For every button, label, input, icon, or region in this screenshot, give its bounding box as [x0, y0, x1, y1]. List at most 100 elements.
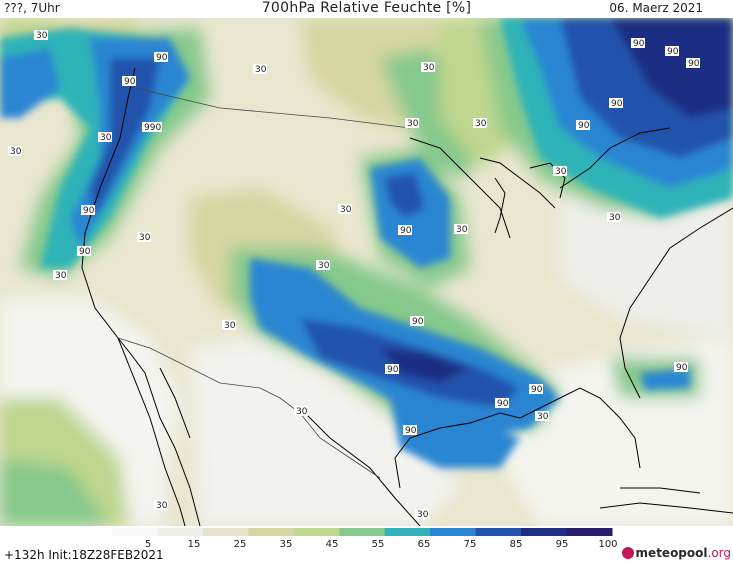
colorbar-swatch [430, 528, 477, 536]
contour-label: 90 [77, 246, 91, 257]
colorbar-tick-label: 25 [234, 539, 247, 548]
contour-label: 30 [8, 146, 22, 157]
svg-text:30: 30 [100, 133, 112, 143]
svg-text:90: 90 [667, 47, 679, 57]
svg-text:90: 90 [387, 365, 399, 375]
svg-text:90: 90 [124, 77, 136, 87]
brand-tld: .org [707, 546, 732, 560]
colorbar-swatch [384, 528, 431, 536]
contour-label: 30 [535, 411, 549, 422]
svg-text:30: 30 [139, 233, 151, 243]
contour-label: 90 [576, 120, 590, 131]
colorbar-swatch [475, 528, 522, 536]
contour-label: 90 [631, 38, 645, 49]
humidity-map: 30 90 30 90 30 30 30 90 90 90 30 30 90 9… [0, 18, 733, 526]
init-label: +132h Init:18Z28FEB2021 [4, 548, 164, 562]
svg-text:30: 30 [10, 147, 22, 157]
contour-label: 30 [294, 406, 308, 417]
svg-text:90: 90 [497, 399, 509, 409]
contour-label: 90 [674, 362, 688, 373]
contour-label: 30 [607, 212, 621, 223]
svg-text:30: 30 [296, 407, 308, 417]
svg-text:90: 90 [611, 99, 623, 109]
run-time-label: ???, 7Uhr [4, 1, 60, 15]
contour-label: 90 [686, 58, 700, 69]
contour-label: 30 [454, 224, 468, 235]
svg-text:90: 90 [83, 206, 95, 216]
svg-text:30: 30 [156, 501, 168, 511]
colorbar: 5 15 25 35 45 55 65 75 85 95 100 [112, 528, 618, 548]
svg-text:30: 30 [255, 65, 267, 75]
svg-text:30: 30 [475, 119, 487, 129]
svg-text:30: 30 [537, 412, 549, 422]
colorbar-tick-label: 95 [556, 539, 569, 548]
brand-dot-icon [621, 547, 634, 559]
svg-text:90: 90 [405, 426, 417, 436]
contour-label: 90 [403, 425, 417, 436]
colorbar-tick-label: 45 [326, 539, 339, 548]
svg-text:30: 30 [318, 261, 330, 271]
contour-label: 90 [122, 76, 136, 87]
contour-label: 30 [316, 260, 330, 271]
contour-label: 30 [473, 118, 487, 129]
contour-label: 30 [98, 132, 112, 143]
svg-text:30: 30 [55, 271, 67, 281]
contour-label: 30 [222, 320, 236, 331]
colorbar-tick-label: 15 [188, 539, 201, 548]
contour-label: 30 [421, 62, 435, 73]
contour-label: 90 [609, 98, 623, 109]
svg-text:30: 30 [36, 31, 48, 41]
colorbar-swatch [566, 528, 613, 536]
contour-label: 90 [154, 52, 168, 63]
contour-label: 30 [338, 204, 352, 215]
svg-text:30: 30 [340, 205, 352, 215]
svg-text:30: 30 [417, 510, 429, 520]
colorbar-tick-label: 55 [372, 539, 385, 548]
colorbar-swatch [293, 528, 340, 536]
contour-label: 990 [142, 122, 162, 133]
header: ???, 7Uhr 700hPa Relative Feuchte [%] 06… [0, 0, 733, 18]
colorbar-tick-label: 5 [145, 539, 151, 548]
contour-label: 30 [253, 64, 267, 75]
contour-label: 30 [53, 270, 67, 281]
colorbar-swatch [521, 528, 568, 536]
svg-text:90: 90 [79, 247, 91, 257]
svg-text:90: 90 [156, 53, 168, 63]
map-title: 700hPa Relative Feuchte [%] [261, 0, 472, 16]
colorbar-swatch [112, 528, 158, 536]
svg-text:90: 90 [578, 121, 590, 131]
contour-label: 90 [529, 384, 543, 395]
contour-label: 90 [665, 46, 679, 57]
contour-label: 90 [495, 398, 509, 409]
svg-text:990: 990 [144, 123, 161, 133]
valid-date: 06. Maerz 2021 [609, 1, 703, 15]
colorbar-tick-label: 35 [280, 539, 293, 548]
svg-text:30: 30 [555, 167, 567, 177]
contour-label: 30 [405, 118, 419, 129]
contour-label: 30 [553, 166, 567, 177]
contour-label: 90 [81, 205, 95, 216]
colorbar-tick-label: 100 [598, 539, 617, 548]
humidity-field [0, 18, 733, 526]
svg-text:90: 90 [676, 363, 688, 373]
brand-logo: meteopool.org [621, 546, 732, 560]
svg-text:30: 30 [423, 63, 435, 73]
svg-text:90: 90 [688, 59, 700, 69]
svg-text:30: 30 [609, 213, 621, 223]
footer: 5 15 25 35 45 55 65 75 85 95 100 +132h Init:18Z28F… [0, 526, 733, 566]
svg-text:90: 90 [400, 226, 412, 236]
coastlines [81, 67, 733, 526]
colorbar-tick-label: 65 [418, 539, 431, 548]
contour-label: 30 [34, 30, 48, 41]
colorbar-swatch [157, 528, 204, 536]
colorbar-swatch [248, 528, 295, 536]
colorbar-swatch [339, 528, 386, 536]
svg-text:30: 30 [407, 119, 419, 129]
svg-text:90: 90 [531, 385, 543, 395]
contour-label: 30 [415, 509, 429, 520]
svg-text:90: 90 [633, 39, 645, 49]
borders [117, 87, 411, 479]
brand-name: meteopool [635, 546, 708, 560]
contour-label: 30 [154, 500, 168, 511]
colorbar-tick-label: 85 [510, 539, 523, 548]
